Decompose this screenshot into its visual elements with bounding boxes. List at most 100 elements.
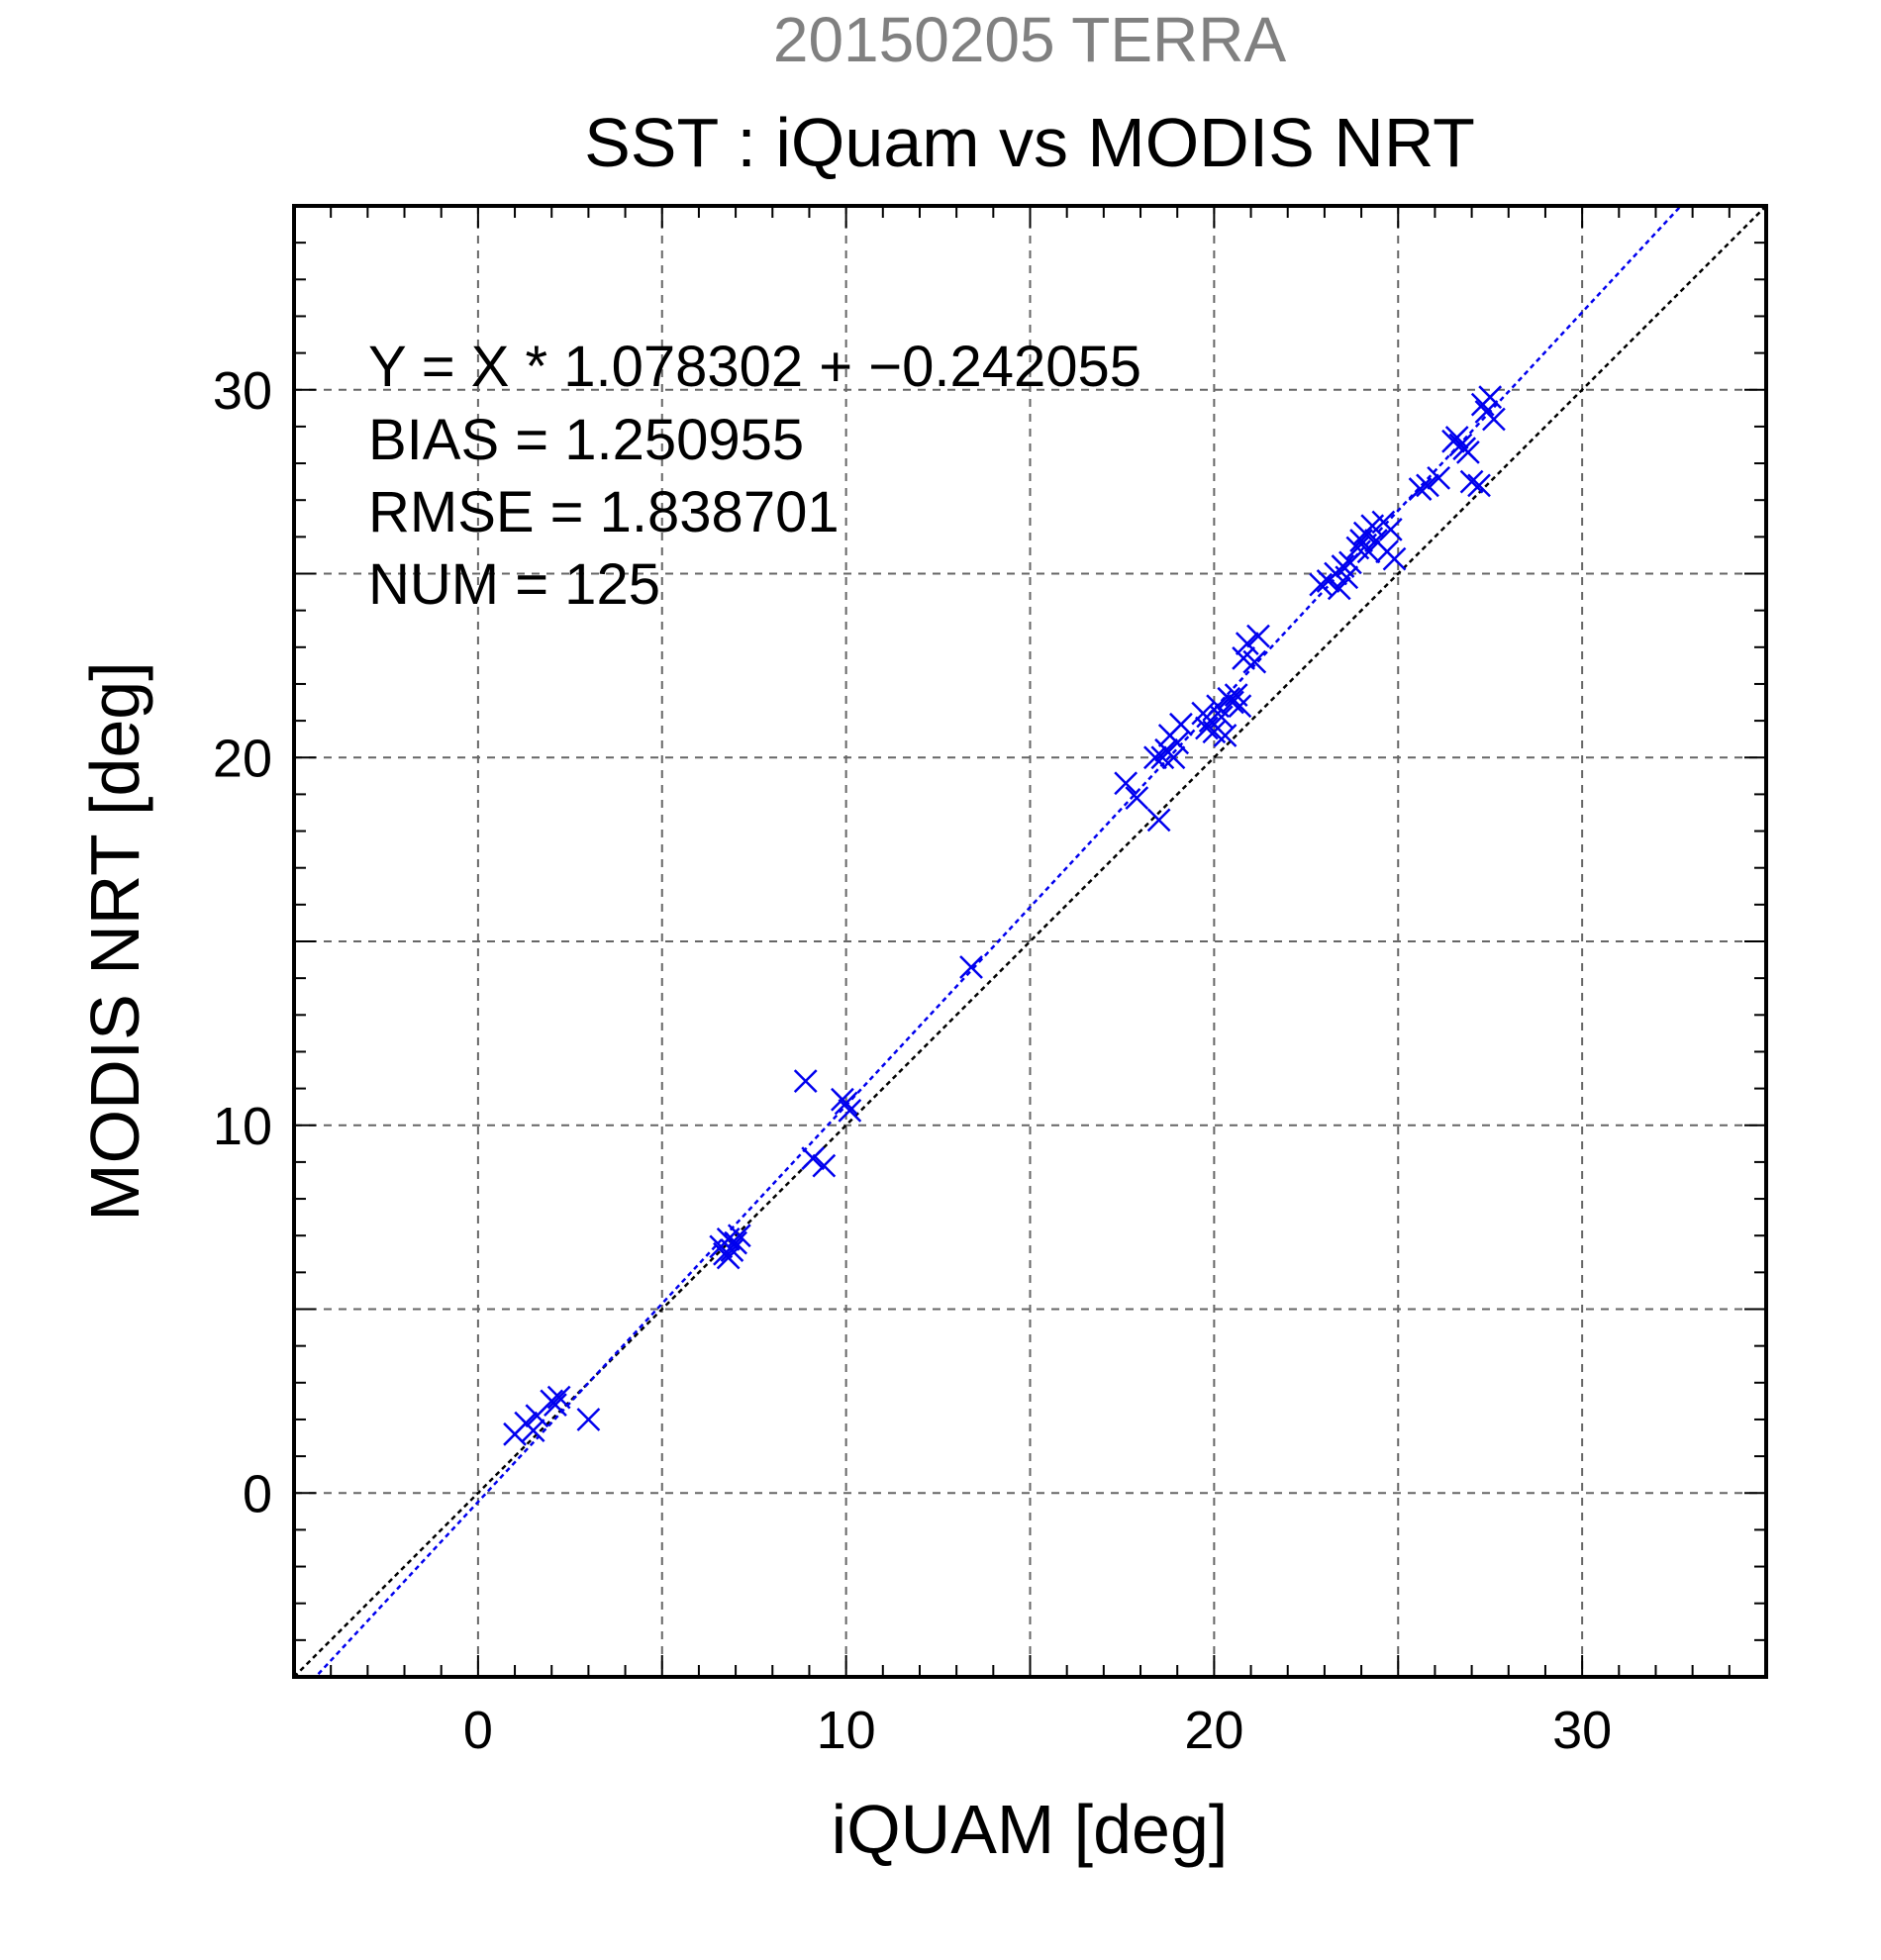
data-point [1416, 473, 1439, 498]
data-point [1125, 786, 1149, 810]
data-point-stroke [1235, 632, 1259, 655]
data-point-stroke [1416, 473, 1439, 498]
data-point [1356, 539, 1381, 564]
data-point-stroke [1338, 550, 1362, 575]
data-point [1114, 771, 1138, 796]
data-point-stroke [724, 1230, 747, 1255]
y-tick-label: 0 [243, 1464, 272, 1523]
data-point [1455, 441, 1480, 464]
data-point [727, 1224, 751, 1248]
data-point [1246, 624, 1270, 648]
data-point-stroke [546, 1385, 571, 1410]
data-point [1427, 466, 1451, 490]
data-point-stroke [1224, 683, 1248, 707]
x-axis-label: iQUAM [deg] [832, 1791, 1229, 1868]
bias-value: BIAS = 1.250955 [368, 408, 804, 472]
data-point [1169, 712, 1193, 736]
data-point [1482, 407, 1506, 432]
chart-title: SST : iQuam vs MODIS NRT [584, 104, 1475, 181]
data-point [959, 955, 983, 979]
data-point-stroke [1114, 771, 1138, 796]
data-point [546, 1385, 571, 1410]
num-value: NUM = 125 [368, 552, 660, 617]
data-point-stroke [1125, 786, 1149, 810]
data-points [503, 385, 1506, 1446]
data-point [1143, 745, 1167, 770]
data-point-stroke [1228, 694, 1252, 719]
data-point [1327, 576, 1351, 601]
data-point-stroke [1209, 705, 1234, 730]
data-point-stroke [1146, 808, 1171, 833]
data-point-stroke [576, 1408, 601, 1431]
data-point-stroke [1467, 473, 1491, 498]
data-point [1209, 705, 1234, 730]
data-point [1165, 731, 1190, 755]
plot-frame [292, 204, 1768, 1679]
data-point-stroke [1482, 407, 1506, 432]
data-point-stroke [1459, 469, 1484, 494]
data-point [812, 1153, 837, 1178]
data-point [1467, 473, 1491, 498]
data-point [801, 1146, 826, 1171]
x-tick-label: 30 [1552, 1701, 1612, 1760]
data-point-stroke [1213, 724, 1238, 747]
data-point [1444, 426, 1469, 449]
data-point [716, 1245, 741, 1270]
data-point-stroke [801, 1146, 826, 1171]
data-point [1478, 385, 1503, 410]
regression-equation: Y = X * 1.078302 + −0.242055 [368, 335, 1141, 399]
data-point-stroke [1327, 576, 1351, 601]
data-point [1309, 572, 1334, 597]
y-axis-label: MODIS NRT [deg] [76, 661, 153, 1221]
data-point-stroke [1331, 554, 1355, 578]
data-point-stroke [1246, 624, 1270, 648]
data-point-stroke [1232, 646, 1255, 670]
data-point-stroke [720, 1238, 744, 1262]
data-point-stroke [727, 1224, 751, 1248]
data-point [1235, 632, 1259, 655]
y-tick-label: 10 [213, 1097, 272, 1156]
data-point-stroke [1202, 720, 1227, 744]
data-point [1161, 745, 1186, 770]
data-point [1378, 518, 1403, 541]
data-point-stroke [959, 955, 983, 979]
data-point [1221, 690, 1244, 715]
data-point-stroke [1408, 477, 1433, 501]
data-point [838, 1099, 862, 1123]
data-point [1228, 694, 1252, 719]
data-point-stroke [1364, 529, 1388, 552]
data-point-stroke [521, 1419, 545, 1442]
x-tick-label: 10 [817, 1701, 876, 1760]
data-point-stroke [1242, 649, 1267, 674]
data-point-stroke [793, 1069, 818, 1094]
data-point [1146, 808, 1171, 833]
data-point [793, 1069, 818, 1094]
data-point-stroke [812, 1153, 837, 1178]
data-point-stroke [1444, 426, 1469, 449]
x-tick-label: 20 [1184, 1701, 1243, 1760]
data-point [1459, 469, 1484, 494]
data-point [1213, 724, 1238, 747]
data-point-stroke [1169, 712, 1193, 736]
data-point [1335, 565, 1359, 590]
data-point-stroke [1335, 565, 1359, 590]
data-point-stroke [1309, 572, 1334, 597]
data-point-stroke [1206, 694, 1230, 719]
y-tick-label: 20 [213, 729, 272, 788]
data-point [521, 1419, 545, 1442]
data-point [724, 1230, 747, 1255]
x-tick-label: 0 [463, 1701, 493, 1760]
data-point-stroke [1356, 539, 1381, 564]
data-point-stroke [838, 1099, 862, 1123]
data-point-stroke [1161, 745, 1186, 770]
data-point [1242, 649, 1267, 674]
data-point-stroke [1345, 536, 1370, 560]
data-point [1195, 716, 1219, 740]
data-point [834, 1091, 858, 1116]
data-point-stroke [1165, 731, 1190, 755]
data-point-stroke [544, 1393, 567, 1417]
data-point [1382, 546, 1407, 571]
y-tick-labels: 0 10 20 30 [213, 361, 272, 1524]
data-point-stroke [1455, 441, 1480, 464]
data-point-stroke [1427, 466, 1451, 490]
